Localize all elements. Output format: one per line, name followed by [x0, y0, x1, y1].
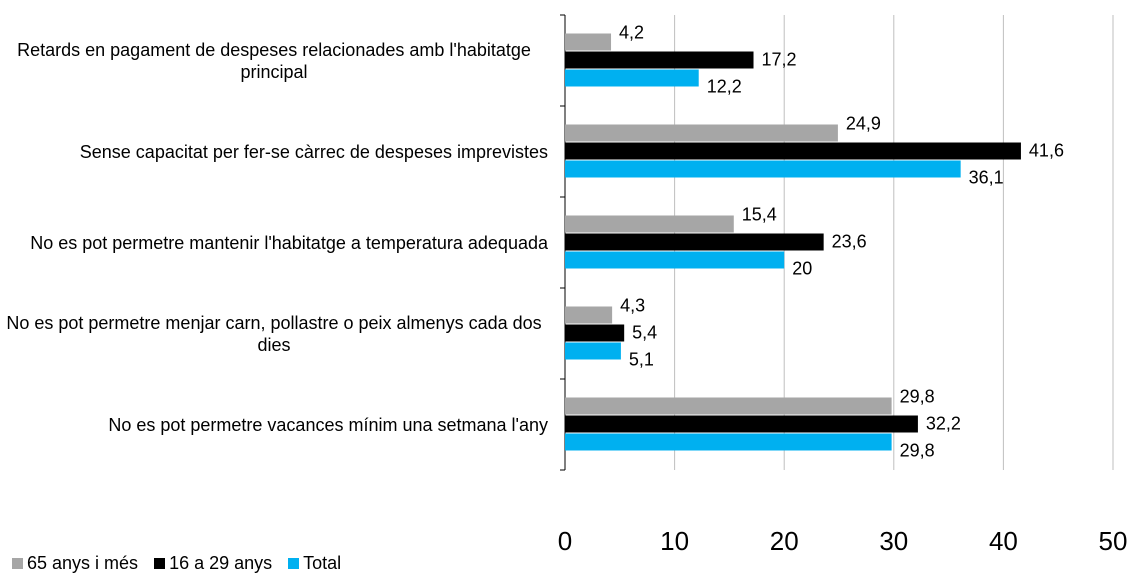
bar	[565, 324, 625, 342]
bar	[565, 33, 612, 51]
legend-label: 65 anys i més	[27, 553, 139, 573]
data-label: 29,8	[900, 440, 935, 460]
x-tick-label: 20	[770, 526, 799, 556]
bar	[565, 69, 699, 87]
bar	[565, 397, 892, 415]
legend-swatch	[12, 558, 23, 569]
x-tick-label: 30	[879, 526, 908, 556]
x-tick-label: 0	[558, 526, 572, 556]
data-label: 32,2	[926, 413, 961, 433]
data-label: 17,2	[762, 49, 797, 69]
data-label: 5,4	[632, 322, 657, 342]
legend-label: Total	[303, 553, 342, 573]
bar	[565, 433, 892, 451]
data-label: 4,2	[619, 22, 644, 42]
legend-label: 16 a 29 anys	[169, 553, 273, 573]
category-text: Retards en pagament de despeses relacion…	[17, 39, 531, 82]
category-text: No es pot permetre vacances mínim una se…	[108, 414, 548, 435]
category-label: Retards en pagament de despeses relacion…	[0, 15, 548, 106]
data-label: 23,6	[832, 231, 867, 251]
x-tick-label: 40	[989, 526, 1018, 556]
bar	[565, 215, 734, 233]
bar	[565, 306, 613, 324]
bar	[565, 51, 754, 69]
category-label: Sense capacitat per fer-se càrrec de des…	[0, 106, 548, 197]
data-label: 20	[792, 258, 812, 278]
legend-item: 65 anys i més	[12, 553, 138, 574]
legend-item: 16 a 29 anys	[154, 553, 272, 574]
bar	[565, 342, 621, 360]
data-label: 12,2	[707, 76, 742, 96]
data-label: 24,9	[846, 113, 881, 133]
category-text: No es pot permetre mantenir l'habitatge …	[30, 232, 548, 253]
bar	[565, 233, 824, 251]
bar	[565, 142, 1021, 160]
bar	[565, 160, 961, 178]
data-label: 36,1	[969, 167, 1004, 187]
x-tick-label: 10	[660, 526, 689, 556]
data-label: 29,8	[900, 386, 935, 406]
category-label: No es pot permetre vacances mínim una se…	[0, 379, 548, 470]
bar	[565, 251, 785, 269]
data-label: 5,1	[629, 349, 654, 369]
category-label: No es pot permetre menjar carn, pollastr…	[0, 288, 548, 379]
legend-swatch	[154, 558, 166, 569]
data-label: 41,6	[1029, 140, 1064, 160]
data-label: 15,4	[742, 204, 777, 224]
bar	[565, 124, 838, 142]
data-label: 4,3	[620, 295, 645, 315]
category-text: Sense capacitat per fer-se càrrec de des…	[79, 141, 548, 162]
category-text: No es pot permetre menjar carn, pollastr…	[6, 312, 542, 355]
legend-item: Total	[288, 553, 341, 574]
x-tick-label: 50	[1099, 526, 1128, 556]
bar	[565, 415, 918, 433]
category-label: No es pot permetre mantenir l'habitatge …	[0, 197, 548, 288]
legend-swatch	[288, 558, 300, 569]
